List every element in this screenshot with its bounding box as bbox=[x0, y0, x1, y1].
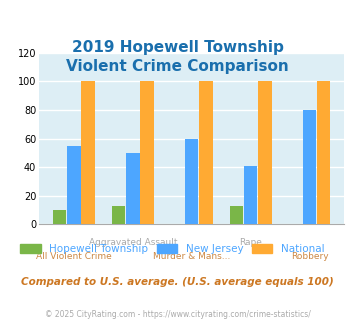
Bar bbox=[140, 82, 154, 224]
Bar bbox=[199, 82, 213, 224]
Legend: Hopewell Township, New Jersey, National: Hopewell Township, New Jersey, National bbox=[16, 240, 329, 258]
Bar bbox=[303, 110, 316, 224]
Bar bbox=[230, 206, 243, 224]
Text: 2019 Hopewell Township
Violent Crime Comparison: 2019 Hopewell Township Violent Crime Com… bbox=[66, 40, 289, 74]
Text: Compared to U.S. average. (U.S. average equals 100): Compared to U.S. average. (U.S. average … bbox=[21, 278, 334, 287]
Bar bbox=[317, 82, 331, 224]
Bar bbox=[126, 153, 140, 224]
Bar bbox=[185, 139, 198, 224]
Bar bbox=[244, 166, 257, 224]
Bar bbox=[81, 82, 95, 224]
Text: All Violent Crime: All Violent Crime bbox=[36, 252, 112, 261]
Bar bbox=[112, 206, 125, 224]
Bar bbox=[53, 210, 66, 224]
Text: Murder & Mans...: Murder & Mans... bbox=[153, 252, 230, 261]
Bar bbox=[258, 82, 272, 224]
Bar bbox=[67, 146, 81, 224]
Text: Robbery: Robbery bbox=[291, 252, 328, 261]
Text: © 2025 CityRating.com - https://www.cityrating.com/crime-statistics/: © 2025 CityRating.com - https://www.city… bbox=[45, 310, 310, 319]
Text: Rape: Rape bbox=[239, 238, 262, 247]
Text: Aggravated Assault: Aggravated Assault bbox=[88, 238, 177, 247]
